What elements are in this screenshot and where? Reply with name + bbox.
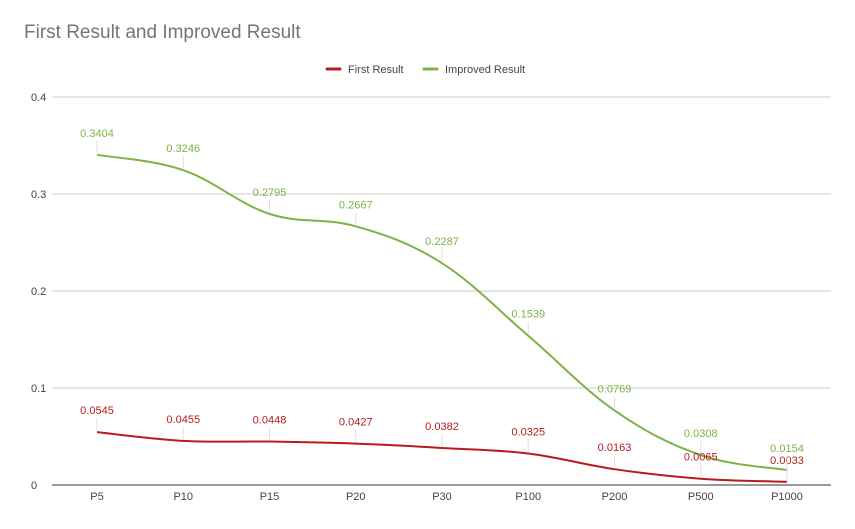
data-label: 0.3246	[166, 143, 200, 155]
x-tick-label: P100	[515, 491, 541, 503]
data-label: 0.0455	[166, 414, 200, 426]
x-tick-label: P5	[90, 491, 103, 503]
data-label: 0.0065	[684, 452, 718, 464]
series-line-improved-result	[96, 153, 788, 472]
x-tick-label: P15	[260, 491, 280, 503]
data-label: 0.2795	[253, 187, 287, 199]
y-tick-label: 0.2	[31, 286, 46, 298]
x-tick-label: P500	[688, 491, 714, 503]
y-tick-label: 0.3	[31, 189, 46, 201]
x-tick-label: P20	[346, 491, 366, 503]
y-tick-label: 0	[31, 480, 37, 492]
series-lines	[96, 153, 788, 483]
data-label: 0.0382	[425, 421, 459, 433]
data-labels: 0.0545 0.0455 0.0448 0.0427 0.0382 0.0325 0.01…	[80, 128, 804, 480]
data-label: 0.0448	[253, 415, 287, 427]
legend: First Result Improved Result	[325, 64, 525, 76]
y-tick-label: 0.1	[31, 383, 46, 395]
data-label: 0.0325	[511, 426, 545, 438]
axes: 0 0.1 0.2 0.3 0.4 P5 P10 P15 P20 P30 P100 P200 P500 P…	[31, 92, 803, 503]
data-label: 0.0163	[598, 442, 632, 454]
gridlines	[52, 96, 831, 486]
legend-label: First Result	[348, 64, 404, 76]
data-label: 0.2667	[339, 199, 373, 211]
x-tick-label: P200	[602, 491, 628, 503]
chart-title: First Result and Improved Result	[24, 22, 301, 43]
data-label: 0.0154	[770, 443, 804, 455]
y-tick-label: 0.4	[31, 92, 46, 104]
data-label: 0.0545	[80, 405, 114, 417]
legend-label: Improved Result	[445, 64, 525, 76]
data-label: 0.3404	[80, 128, 114, 140]
data-label: 0.0308	[684, 428, 718, 440]
data-label: 0.2287	[425, 236, 459, 248]
data-label: 0.0769	[598, 383, 632, 395]
x-tick-label: P30	[432, 491, 452, 503]
data-label: 0.1539	[511, 309, 545, 321]
x-tick-label: P1000	[771, 491, 803, 503]
x-tick-label: P10	[173, 491, 193, 503]
data-label: 0.0427	[339, 417, 373, 429]
series-line-first-result	[96, 431, 788, 483]
